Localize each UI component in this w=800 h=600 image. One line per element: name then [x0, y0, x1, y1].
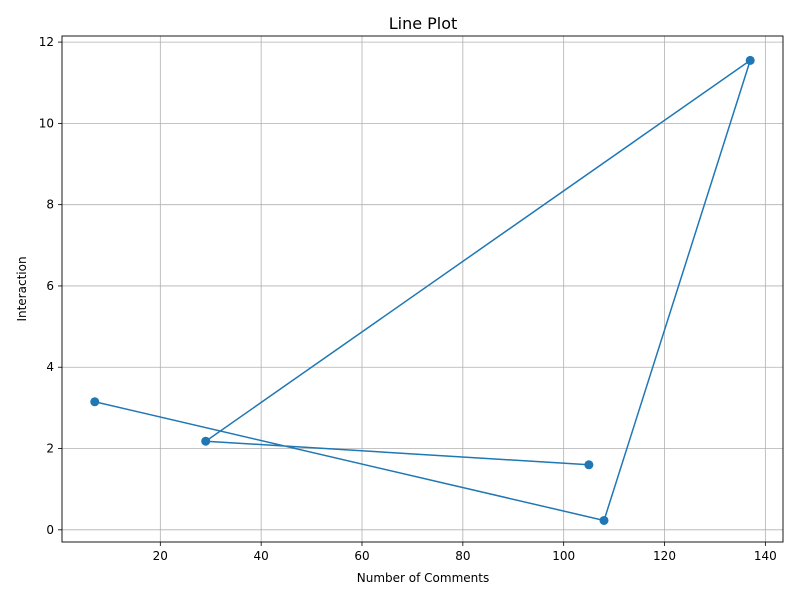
data-point — [90, 397, 100, 407]
y-tick-label: 8 — [46, 198, 54, 212]
x-tick-label: 120 — [653, 549, 676, 563]
x-tick-label: 60 — [354, 549, 369, 563]
y-axis-ticks: 0 2 4 6 8 10 12 — [39, 35, 62, 537]
plot-frame — [61, 35, 784, 543]
data-point — [745, 55, 755, 65]
data-point — [599, 515, 609, 525]
x-axis-ticks: 20 40 60 80 100 120 140 — [153, 542, 777, 563]
data-point — [201, 436, 211, 446]
y-tick-label: 2 — [46, 442, 54, 456]
x-axis-label: Number of Comments — [357, 571, 489, 585]
x-tick-label: 40 — [254, 549, 269, 563]
data-point — [584, 460, 594, 470]
y-tick-label: 6 — [46, 279, 54, 293]
x-tick-label: 140 — [754, 549, 777, 563]
y-tick-label: 0 — [46, 523, 54, 537]
y-axis-label: Interaction — [15, 256, 29, 321]
x-tick-label: 20 — [153, 549, 168, 563]
y-tick-label: 12 — [39, 35, 54, 49]
x-tick-label: 80 — [455, 549, 470, 563]
y-tick-label: 10 — [39, 116, 54, 130]
chart-title: Line Plot — [389, 14, 458, 33]
series-layer — [90, 55, 755, 525]
x-tick-label: 100 — [552, 549, 575, 563]
y-tick-label: 4 — [46, 360, 54, 374]
